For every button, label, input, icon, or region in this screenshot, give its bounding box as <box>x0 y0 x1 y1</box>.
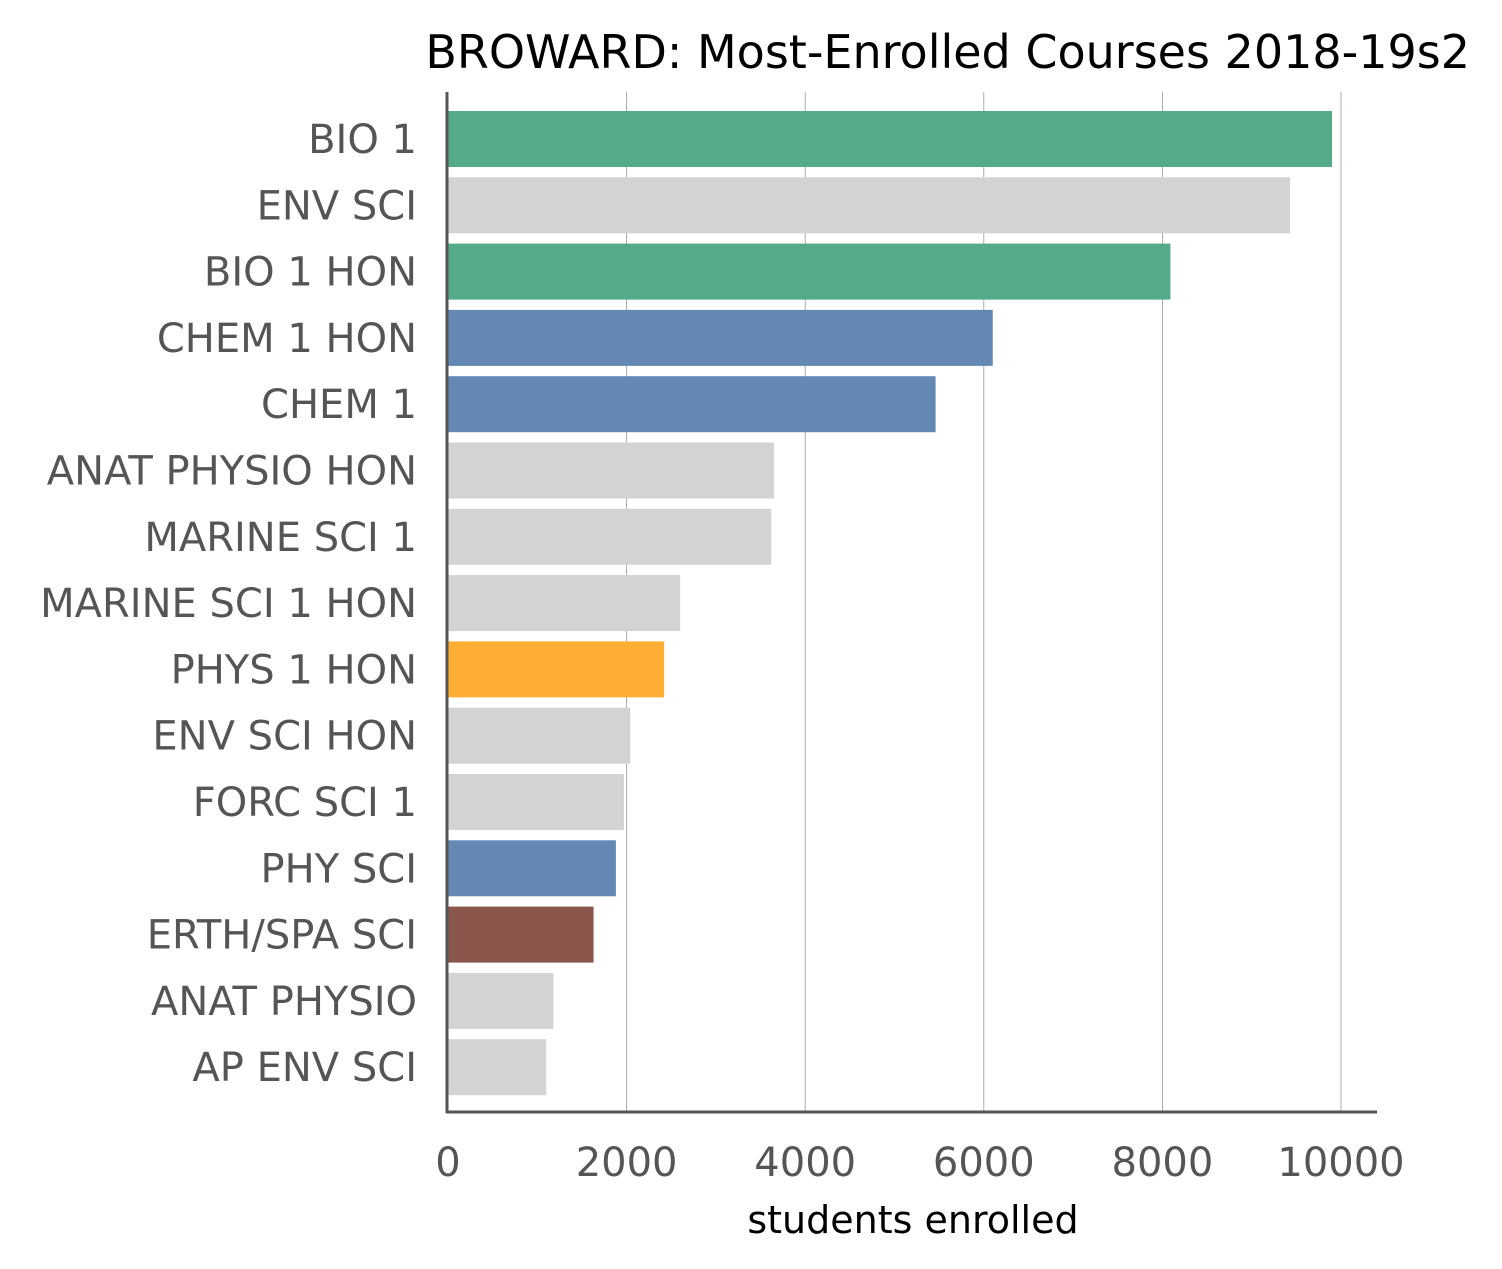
bar <box>448 1039 547 1096</box>
bars <box>448 111 1333 1096</box>
x-tick-label: 8000 <box>1112 1140 1214 1186</box>
bar <box>448 442 774 499</box>
category-labels: BIO 1 ENV SCI BIO 1 HON CHEM 1 HON CHEM 1 ANA… <box>40 117 417 1091</box>
bar <box>448 906 594 963</box>
bar <box>448 840 616 897</box>
bar <box>448 508 772 565</box>
bar <box>448 376 936 433</box>
bar <box>448 309 993 366</box>
category-label: AP ENV SCI <box>192 1045 417 1091</box>
x-tick-labels: 0 2000 4000 6000 8000 10000 <box>435 1140 1404 1186</box>
x-tick-label: 10000 <box>1277 1140 1404 1186</box>
category-label: FORC SCI 1 <box>193 780 417 826</box>
bar <box>448 575 681 632</box>
category-label: MARINE SCI 1 <box>144 515 417 561</box>
category-label: ENV SCI HON <box>152 714 417 760</box>
x-tick-label: 2000 <box>576 1140 678 1186</box>
bar <box>448 111 1333 167</box>
bar <box>448 972 554 1029</box>
bar <box>448 243 1171 300</box>
category-label: ENV SCI <box>257 183 417 229</box>
axes <box>445 92 1377 1114</box>
category-label: MARINE SCI 1 HON <box>40 581 417 627</box>
bar <box>448 641 665 698</box>
category-label: PHYS 1 HON <box>171 647 417 693</box>
x-tick-label: 4000 <box>754 1140 856 1186</box>
bar <box>448 707 631 764</box>
x-tick-label: 6000 <box>933 1140 1035 1186</box>
chart-title: BROWARD: Most-Enrolled Courses 2018-19s2 <box>425 25 1470 79</box>
category-label: ANAT PHYSIO HON <box>47 449 417 495</box>
category-label: BIO 1 <box>308 117 417 163</box>
bar <box>448 774 624 830</box>
x-axis-title: students enrolled <box>747 1198 1078 1242</box>
x-tick-label: 0 <box>435 1140 460 1186</box>
category-label: PHY SCI <box>261 846 417 892</box>
category-label: CHEM 1 <box>261 382 417 428</box>
category-label: ANAT PHYSIO <box>151 979 417 1025</box>
bar <box>448 177 1291 234</box>
category-label: BIO 1 HON <box>204 250 417 296</box>
category-label: CHEM 1 HON <box>157 316 417 362</box>
category-label: ERTH/SPA SCI <box>147 913 417 959</box>
